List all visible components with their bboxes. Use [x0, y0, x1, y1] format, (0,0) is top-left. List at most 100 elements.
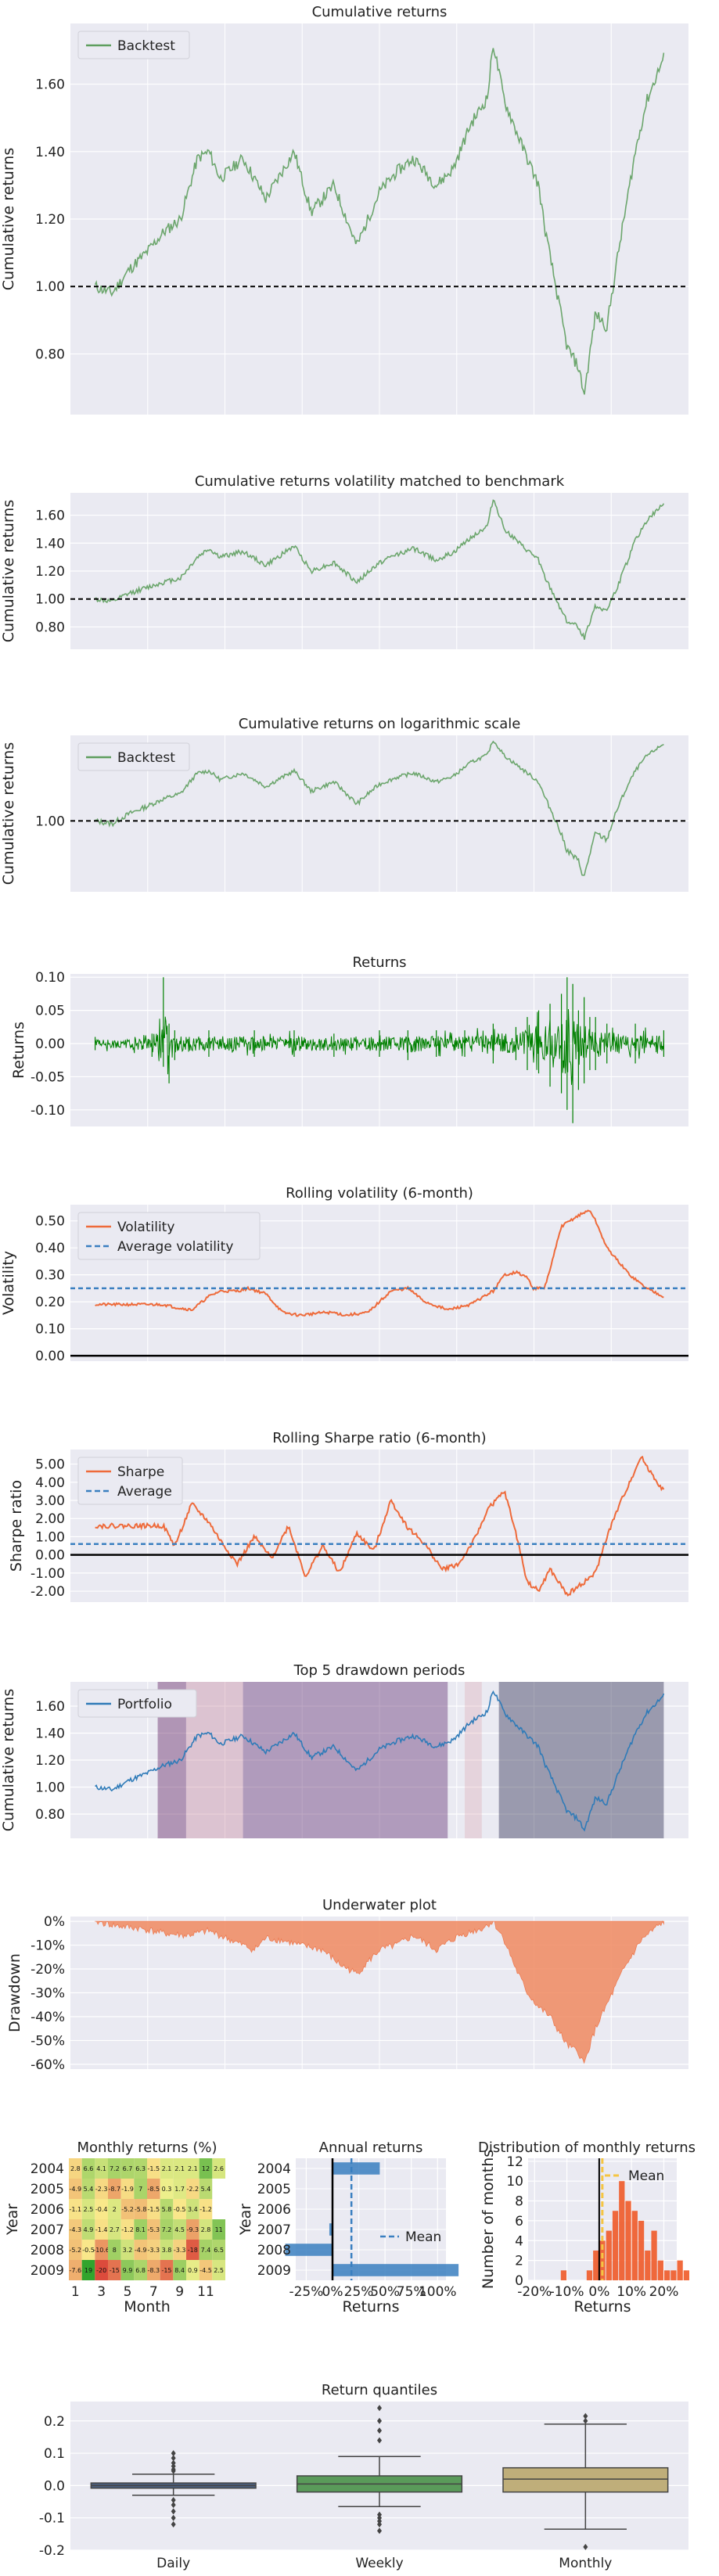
heatmap-cell	[186, 2219, 200, 2240]
histogram-bar	[631, 2211, 638, 2280]
heatmap-value: -15	[161, 2267, 171, 2274]
heatmap-cell	[147, 2158, 160, 2179]
y-axis-label: Cumulative returns	[0, 500, 17, 642]
outlier-marker	[377, 2405, 382, 2412]
histogram-bar	[599, 2240, 606, 2280]
heatmap-cell	[173, 2240, 186, 2260]
y-tick-label: 1.40	[35, 145, 65, 160]
y-tick-label: 2005	[257, 2182, 291, 2197]
heatmap-cell	[160, 2240, 174, 2260]
annual-bar	[285, 2244, 333, 2256]
histogram-bar	[651, 2230, 657, 2280]
heatmap-value: -8.7	[109, 2186, 121, 2193]
histogram-bar	[657, 2260, 663, 2280]
y-tick-label: 2005	[31, 2182, 64, 2197]
outlier-marker	[377, 2427, 382, 2434]
legend-box	[77, 1212, 261, 1260]
series-line	[95, 1455, 665, 1597]
panel-title: Monthly returns (%)	[77, 2139, 217, 2156]
y-tick-label: 1.60	[35, 1699, 65, 1715]
heatmap-cell	[199, 2219, 213, 2240]
heatmap-value: -8.3	[148, 2267, 160, 2274]
outlier-marker	[377, 2437, 382, 2444]
x-tick-label: Monthly	[559, 2556, 612, 2571]
x-tick-label: 9	[175, 2284, 184, 2300]
panel-volmatch: Cumulative returns volatility matched to…	[0, 473, 688, 649]
histogram-bar	[560, 2270, 567, 2280]
panel-title: Cumulative returns	[312, 4, 448, 20]
heatmap-cell	[134, 2219, 147, 2240]
y-tick-label: 1.00	[35, 592, 65, 608]
heatmap-cell	[81, 2158, 95, 2179]
histogram-bar	[612, 2211, 619, 2280]
heatmap-cell	[199, 2260, 213, 2280]
heatmap-value: 2.5	[84, 2206, 94, 2213]
heatmap-cell	[120, 2199, 135, 2219]
y-tick-label: 2008	[31, 2243, 64, 2258]
x-tick-label: -25%	[289, 2284, 323, 2300]
heatmap-cell	[69, 2260, 82, 2280]
heatmap-value: -15	[110, 2267, 120, 2274]
series-line	[95, 740, 664, 876]
y-tick-label: -0.1	[39, 2511, 65, 2527]
outlier-marker	[171, 2496, 176, 2503]
y-tick-label: 2007	[31, 2222, 64, 2238]
panel-returns: Returns 0.10 0.05 0.00 -0.05 -0.10 Returns	[10, 954, 688, 1126]
heatmap-value: 5.4	[84, 2186, 94, 2193]
panel-title: Cumulative returns volatility matched to…	[195, 473, 565, 490]
x-tick-label: 25%	[344, 2284, 374, 2300]
x-tick-label: 0%	[588, 2284, 609, 2300]
heatmap-value: -1.2	[200, 2206, 212, 2213]
heatmap-cell	[120, 2179, 135, 2199]
panel-logret: Cumulative returns on logarithmic scale 1…	[0, 716, 688, 892]
panel-cumret: Cumulative returns 0.80 1.00 1.20 1.40 1.60 Cu…	[0, 4, 688, 415]
heatmap-value: 6.6	[84, 2165, 94, 2172]
outlier-marker	[377, 2417, 382, 2424]
y-tick-label: 0.10	[35, 1322, 65, 1338]
outlier-marker	[377, 2520, 382, 2527]
series-line	[95, 1209, 664, 1317]
panel-title: Top 5 drawdown periods	[293, 1662, 466, 1679]
y-tick-label: 0.00	[35, 1548, 65, 1564]
y-tick-label: 2009	[31, 2263, 64, 2279]
x-tick-label: -20%	[517, 2284, 552, 2300]
y-tick-label: 4.00	[35, 1475, 65, 1491]
heatmap-value: 9.9	[123, 2267, 133, 2274]
histogram-bar	[606, 2230, 612, 2280]
outlier-marker	[583, 2543, 588, 2550]
outlier-marker	[171, 2514, 176, 2521]
heatmap-value: 19	[84, 2267, 92, 2274]
heatmap-cell	[160, 2219, 174, 2240]
y-tick-label: 0.10	[35, 970, 65, 986]
outlier-marker	[171, 2450, 176, 2457]
heatmap-value: 2	[113, 2206, 117, 2213]
heatmap-value: -5.2	[121, 2206, 134, 2213]
heatmap-value: -5.8	[135, 2206, 147, 2213]
y-axis-label: Cumulative returns	[0, 742, 17, 885]
legend-entry: Backtest	[117, 38, 175, 54]
y-axis-label: Cumulative returns	[0, 148, 17, 290]
histogram-bar	[677, 2260, 683, 2280]
heatmap-cell	[199, 2240, 213, 2260]
panel-title: Distribution of monthly returns	[478, 2139, 696, 2156]
y-axis-label: Returns	[10, 1022, 27, 1079]
heatmap-cell	[95, 2260, 108, 2280]
y-tick-label: -0.05	[31, 1069, 65, 1085]
y-tick-label: 1.00	[35, 1529, 65, 1545]
heatmap-value: -18	[188, 2247, 198, 2254]
x-tick-label: 100%	[419, 2284, 457, 2300]
heatmap-cell	[95, 2179, 108, 2199]
outlier-marker	[171, 2459, 176, 2466]
heatmap-value: 6.5	[214, 2247, 224, 2254]
panel-rollsharpe: Rolling Sharpe ratio (6-month) 5.00 4.00 3.…	[8, 1430, 688, 1602]
heatmap-cell	[147, 2199, 160, 2219]
histogram-bar	[593, 2250, 599, 2280]
heatmap-cell	[108, 2199, 121, 2219]
x-axis-label: Month	[124, 2298, 171, 2316]
heatmap-value: -4.3	[70, 2226, 82, 2233]
heatmap-cell	[147, 2240, 160, 2260]
y-tick-label: -30%	[31, 1986, 65, 2002]
outlier-marker	[171, 2467, 176, 2474]
heatmap-cell	[120, 2158, 135, 2179]
y-tick-label: 2008	[257, 2243, 291, 2258]
